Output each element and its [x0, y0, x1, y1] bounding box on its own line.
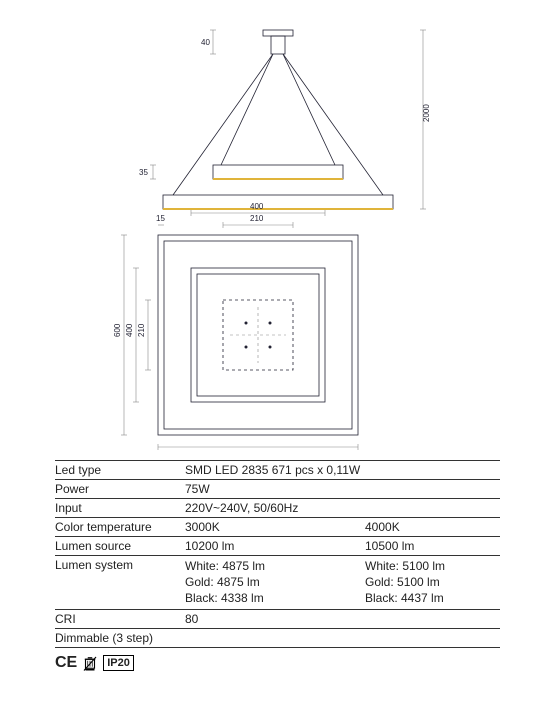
spec-value: White: 4875 lmGold: 4875 lmBlack: 4338 l… [185, 558, 500, 607]
spec-row: Led typeSMD LED 2835 671 pcs x 0,11W [55, 460, 500, 479]
spec-row: Lumen source10200 lm10500 lm [55, 536, 500, 555]
spec-value [185, 631, 500, 645]
spec-row: Color temperature3000K4000K [55, 517, 500, 536]
spec-label: Color temperature [55, 520, 185, 534]
spec-label: Input [55, 501, 185, 515]
cert-badges: CE IP20 [55, 654, 500, 672]
dim-outer-left: 600 [113, 323, 122, 337]
spec-row: Power75W [55, 479, 500, 498]
spec-row: Dimmable (3 step) [55, 628, 500, 648]
spec-label: CRI [55, 612, 185, 626]
dim-inner-top: 210 [250, 214, 264, 223]
spec-label: Power [55, 482, 185, 496]
spec-label: Dimmable (3 step) [55, 631, 185, 645]
spec-label: Led type [55, 463, 185, 477]
dim-ring-h: 35 [139, 168, 148, 177]
spec-value: 80 [185, 612, 500, 626]
dim-mid-top: 400 [250, 202, 264, 211]
spec-row: CRI80 [55, 609, 500, 628]
ce-mark-icon: CE [55, 654, 77, 672]
spec-row: Lumen systemWhite: 4875 lmGold: 4875 lmB… [55, 555, 500, 609]
dim-mid-left: 400 [125, 323, 134, 337]
spec-value: 10200 lm10500 lm [185, 539, 500, 553]
ip-rating-badge: IP20 [103, 655, 134, 671]
spec-label: Lumen system [55, 558, 185, 607]
dim-mount-h: 40 [201, 38, 210, 47]
spec-value: 75W [185, 482, 500, 496]
spec-value: 220V~240V, 50/60Hz [185, 501, 500, 515]
weee-bin-icon [81, 654, 99, 672]
dim-inner-left: 210 [137, 323, 146, 337]
spec-value: SMD LED 2835 671 pcs x 0,11W [185, 463, 500, 477]
dim-total-h: 2000 [422, 104, 431, 122]
dim-edge: 15 [156, 214, 165, 223]
spec-row: Input220V~240V, 50/60Hz [55, 498, 500, 517]
technical-diagram: 40 35 2000 [68, 20, 488, 450]
spec-table: Led typeSMD LED 2835 671 pcs x 0,11WPowe… [55, 460, 500, 648]
spec-label: Lumen source [55, 539, 185, 553]
spec-value: 3000K4000K [185, 520, 500, 534]
